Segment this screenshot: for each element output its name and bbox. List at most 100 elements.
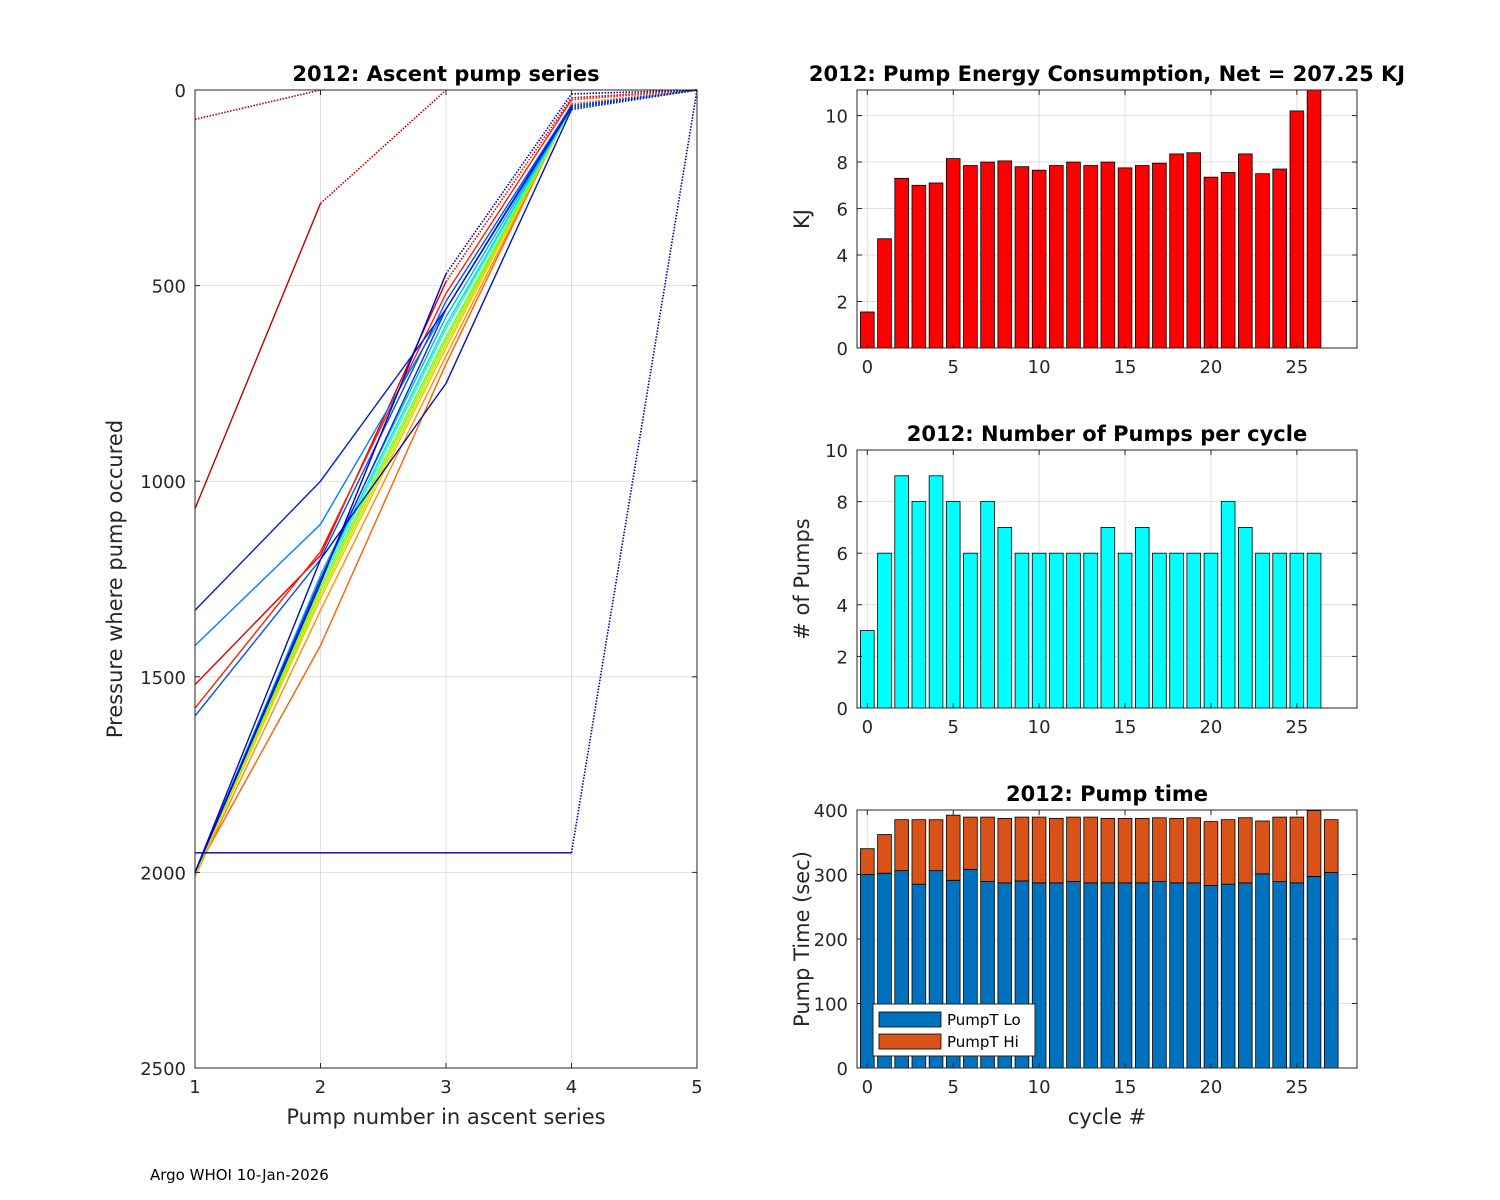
legend-swatch [878, 1011, 942, 1028]
series-line-segment [570, 89, 698, 853]
y-tick-label: 6 [837, 200, 848, 221]
series-line-segment [319, 382, 447, 560]
bar [928, 182, 944, 349]
y-tick-label: 10 [825, 441, 848, 462]
x-tick-label: 20 [1199, 1077, 1222, 1098]
x-tick-label: 0 [862, 717, 873, 738]
series-line-segment [194, 89, 321, 121]
bar-pumpt-hi [1186, 817, 1202, 884]
bar-pumpt-lo [1083, 882, 1098, 1069]
bar [997, 160, 1013, 349]
bar [1186, 152, 1202, 349]
bar [928, 475, 944, 709]
bar [877, 238, 892, 349]
x-axis-label: Pump number in ascent series [286, 1105, 605, 1129]
bar [980, 161, 995, 349]
bar [1014, 552, 1030, 709]
axes-box [856, 449, 1358, 709]
bar [1203, 176, 1219, 349]
bar [1169, 153, 1184, 349]
x-tick-label: 1 [189, 1077, 200, 1098]
x-tick-label: 5 [947, 1077, 958, 1098]
grid-lines [194, 89, 698, 1069]
bar [894, 177, 909, 349]
bar [1134, 527, 1150, 709]
series-line-segment [571, 89, 698, 111]
bar-pumpt-hi [1289, 816, 1305, 884]
x-tick-label: 25 [1285, 357, 1308, 378]
bar-pumpt-hi [1031, 816, 1047, 884]
bar-pumpt-hi [911, 819, 927, 885]
bar-pumpt-lo [1049, 882, 1064, 1069]
bar-pumpt-hi [1100, 817, 1116, 884]
y-tick-label: 10 [825, 107, 848, 128]
bar [997, 527, 1013, 709]
bar [894, 475, 909, 709]
bar [963, 165, 978, 349]
pump-time-chart: 0 5 10 15 20 25 0 100 200 300 400 2012: Pump time cy… [790, 782, 1358, 1129]
series-line-segment [194, 559, 322, 717]
legend-label: PumpT Hi [947, 1033, 1019, 1051]
bar [1306, 552, 1322, 709]
bar-pumpt-hi [1169, 817, 1184, 884]
legend: PumpT Lo PumpT Hi [872, 1003, 1036, 1057]
bar-pumpt-hi [1306, 810, 1322, 877]
series-line-segment [445, 109, 573, 384]
bar [1049, 165, 1064, 349]
x-tick-label: 25 [1285, 717, 1308, 738]
bar [1289, 552, 1305, 709]
series-line-segment [319, 363, 447, 646]
x-tick-label: 20 [1199, 717, 1222, 738]
bar [1100, 161, 1116, 349]
x-tick-label: 15 [1114, 1077, 1137, 1098]
y-tick-label: 0 [837, 699, 848, 720]
bar-pumpt-lo [1203, 885, 1219, 1069]
y-tick-label: 1500 [140, 668, 186, 689]
bar [1134, 165, 1150, 349]
bar [1152, 162, 1167, 349]
bar-pumpt-hi [860, 848, 875, 875]
bar-pumpt-lo [1134, 882, 1150, 1069]
bar [1031, 552, 1047, 709]
bar [1238, 153, 1253, 349]
bar [1014, 166, 1030, 349]
series-line-segment [194, 480, 322, 611]
bar [1066, 161, 1081, 349]
bar-pumpt-lo [1186, 882, 1202, 1069]
x-axis-label: cycle # [1068, 1105, 1147, 1129]
y-tick-label: 2 [837, 293, 848, 314]
series-line-segment [571, 89, 698, 95]
bar [1306, 89, 1322, 349]
pumps-per-cycle-chart: 0 5 10 15 20 25 0 2 4 6 8 10 2012: Number of Pumps p… [790, 422, 1358, 738]
y-tick-label: 1000 [140, 472, 186, 493]
bar-pumpt-hi [980, 816, 995, 882]
bar-pumpt-hi [1238, 817, 1253, 884]
bar [1255, 552, 1270, 709]
series-line-segment [194, 551, 322, 709]
chart-title: 2012: Ascent pump series [292, 62, 599, 86]
x-tick-label: 5 [947, 357, 958, 378]
series-line-segment [319, 355, 447, 611]
bars [860, 475, 1322, 709]
bar [1117, 167, 1133, 349]
bars [860, 89, 1322, 349]
bar [1031, 169, 1047, 349]
bar-pumpt-hi [997, 817, 1013, 884]
bar-pumpt-hi [1049, 817, 1064, 884]
bar-pumpt-lo [1169, 882, 1184, 1069]
legend-label: PumpT Lo [947, 1011, 1021, 1029]
bar [1238, 527, 1253, 709]
x-tick-label: 15 [1114, 357, 1137, 378]
series-line-segment [445, 107, 573, 310]
chart-title: 2012: Pump time [1006, 782, 1208, 806]
x-tick-label: 10 [1028, 1077, 1051, 1098]
series-line-segment [319, 336, 447, 588]
bar-pumpt-hi [963, 816, 978, 870]
bar [1083, 552, 1098, 709]
x-tick-label: 15 [1114, 717, 1137, 738]
x-tick-label: 3 [440, 1077, 451, 1098]
bar [1186, 552, 1202, 709]
y-tick-label: 2000 [140, 863, 186, 884]
y-tick-label: 2 [837, 647, 848, 668]
